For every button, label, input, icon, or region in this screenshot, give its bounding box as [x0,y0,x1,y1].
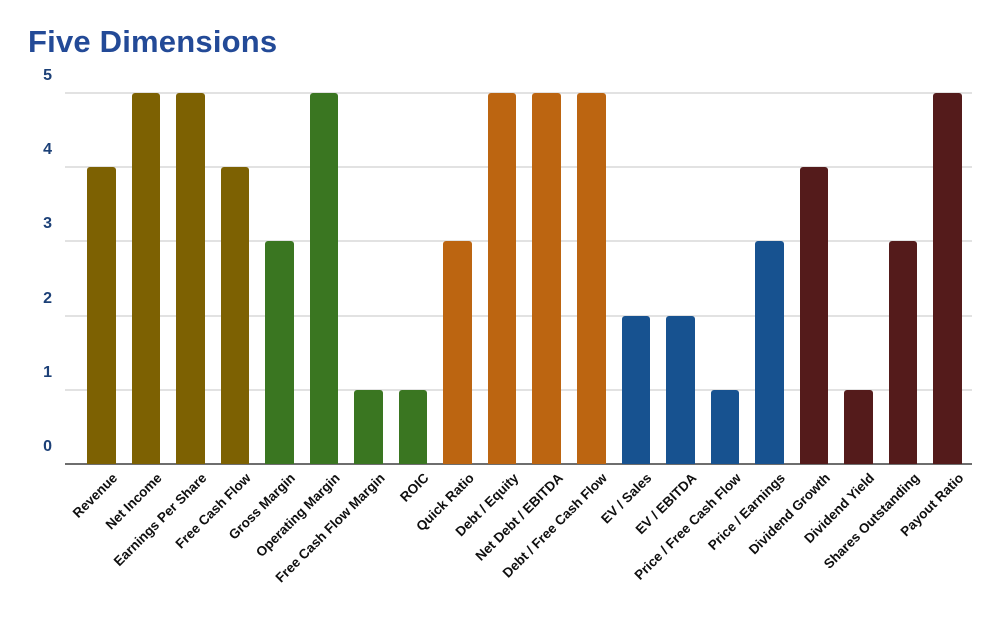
bar-chart-plot-area: 0 1 2 3 4 5 Revenue Net Income Earnings Per Sha… [43,68,972,585]
gridline-y-1 [65,388,972,391]
bars-layer: Revenue Net Income Earnings Per Share Free … [70,93,970,585]
bar-slot-price-free-cash-flow: Price / Free Cash Flow [631,93,748,583]
bar-dividend-yield [844,389,873,464]
bar-slot-ev-ebitda: EV / EBITDA [632,93,703,537]
bar-shares-outstanding [888,241,918,464]
y-axis-tick-labels: 0 1 2 3 4 5 [43,68,972,464]
bar-slot-payout-ratio: Payout Ratio [898,93,970,539]
bar-slot-shares-outstanding: Shares Outstanding [821,93,926,572]
bar-slot-roic: ROIC [391,93,436,505]
bar-slot-net-income: Net Income [103,93,169,532]
chart-title: Five Dimensions [28,24,278,59]
gridline-y-3 [65,240,972,243]
bar-price-free-cash-flow [710,389,740,464]
bar-free-cash-flow [220,167,250,464]
bar-slot-quick-ratio: Quick Ratio [413,93,480,534]
y-tick-label-0: 0 [43,438,52,456]
bar-slot-gross-margin: Gross Margin [226,93,302,542]
bar-slot-ev-sales: EV / Sales [598,93,659,527]
y-tick-label-4: 4 [43,141,52,159]
x-category-label-roic: ROIC [397,470,433,505]
bar-ev-sales [621,315,651,464]
bar-free-cash-flow-margin [354,389,383,464]
x-category-label-operating-margin: Operating Margin [253,470,343,560]
bar-roic [398,389,428,464]
bar-slot-earnings-per-share: Earnings Per Share [111,93,213,569]
bar-slot-dividend-growth: Dividend Growth [746,93,837,557]
bar-payout-ratio [933,93,962,464]
bar-earnings-per-share [176,93,205,464]
bar-slot-debt-free-cash-flow: Debt / Free Cash Flow [500,93,614,581]
y-tick-label-5: 5 [43,67,52,85]
bar-slot-revenue: Revenue [70,93,124,521]
bar-gross-margin [265,241,294,464]
gridline-y-2 [65,314,972,317]
bar-quick-ratio [443,241,472,464]
bar-slot-dividend-yield: Dividend Yield [802,93,881,546]
bar-revenue [87,167,116,464]
bar-debt-free-cash-flow [577,93,606,464]
bar-slot-price-earnings: Price / Earnings [706,93,792,553]
bar-net-income [131,93,161,464]
bar-slot-free-cash-flow-margin: Free Cash Flow Margin [272,93,391,585]
y-tick-label-3: 3 [43,215,52,233]
gridline-y-5 [65,92,972,94]
bar-debt-equity [487,93,517,464]
bar-net-debt-ebitda [532,93,561,464]
bar-slot-operating-margin: Operating Margin [253,93,347,560]
gridline-y-4 [65,166,972,169]
bar-operating-margin [309,93,339,464]
bar-dividend-growth [799,167,829,464]
bar-slot-net-debt-ebitda: Net Debt / EBITDA [472,93,569,564]
y-tick-label-2: 2 [43,289,52,307]
bar-slot-debt-equity: Debt / Equity [452,93,525,539]
bar-price-earnings [755,241,784,464]
x-category-label-dividend-growth: Dividend Growth [745,470,833,558]
bar-slot-free-cash-flow: Free Cash Flow [173,93,258,551]
x-axis-baseline [65,463,972,465]
bar-ev-ebitda [666,315,695,464]
y-tick-label-1: 1 [43,364,52,382]
